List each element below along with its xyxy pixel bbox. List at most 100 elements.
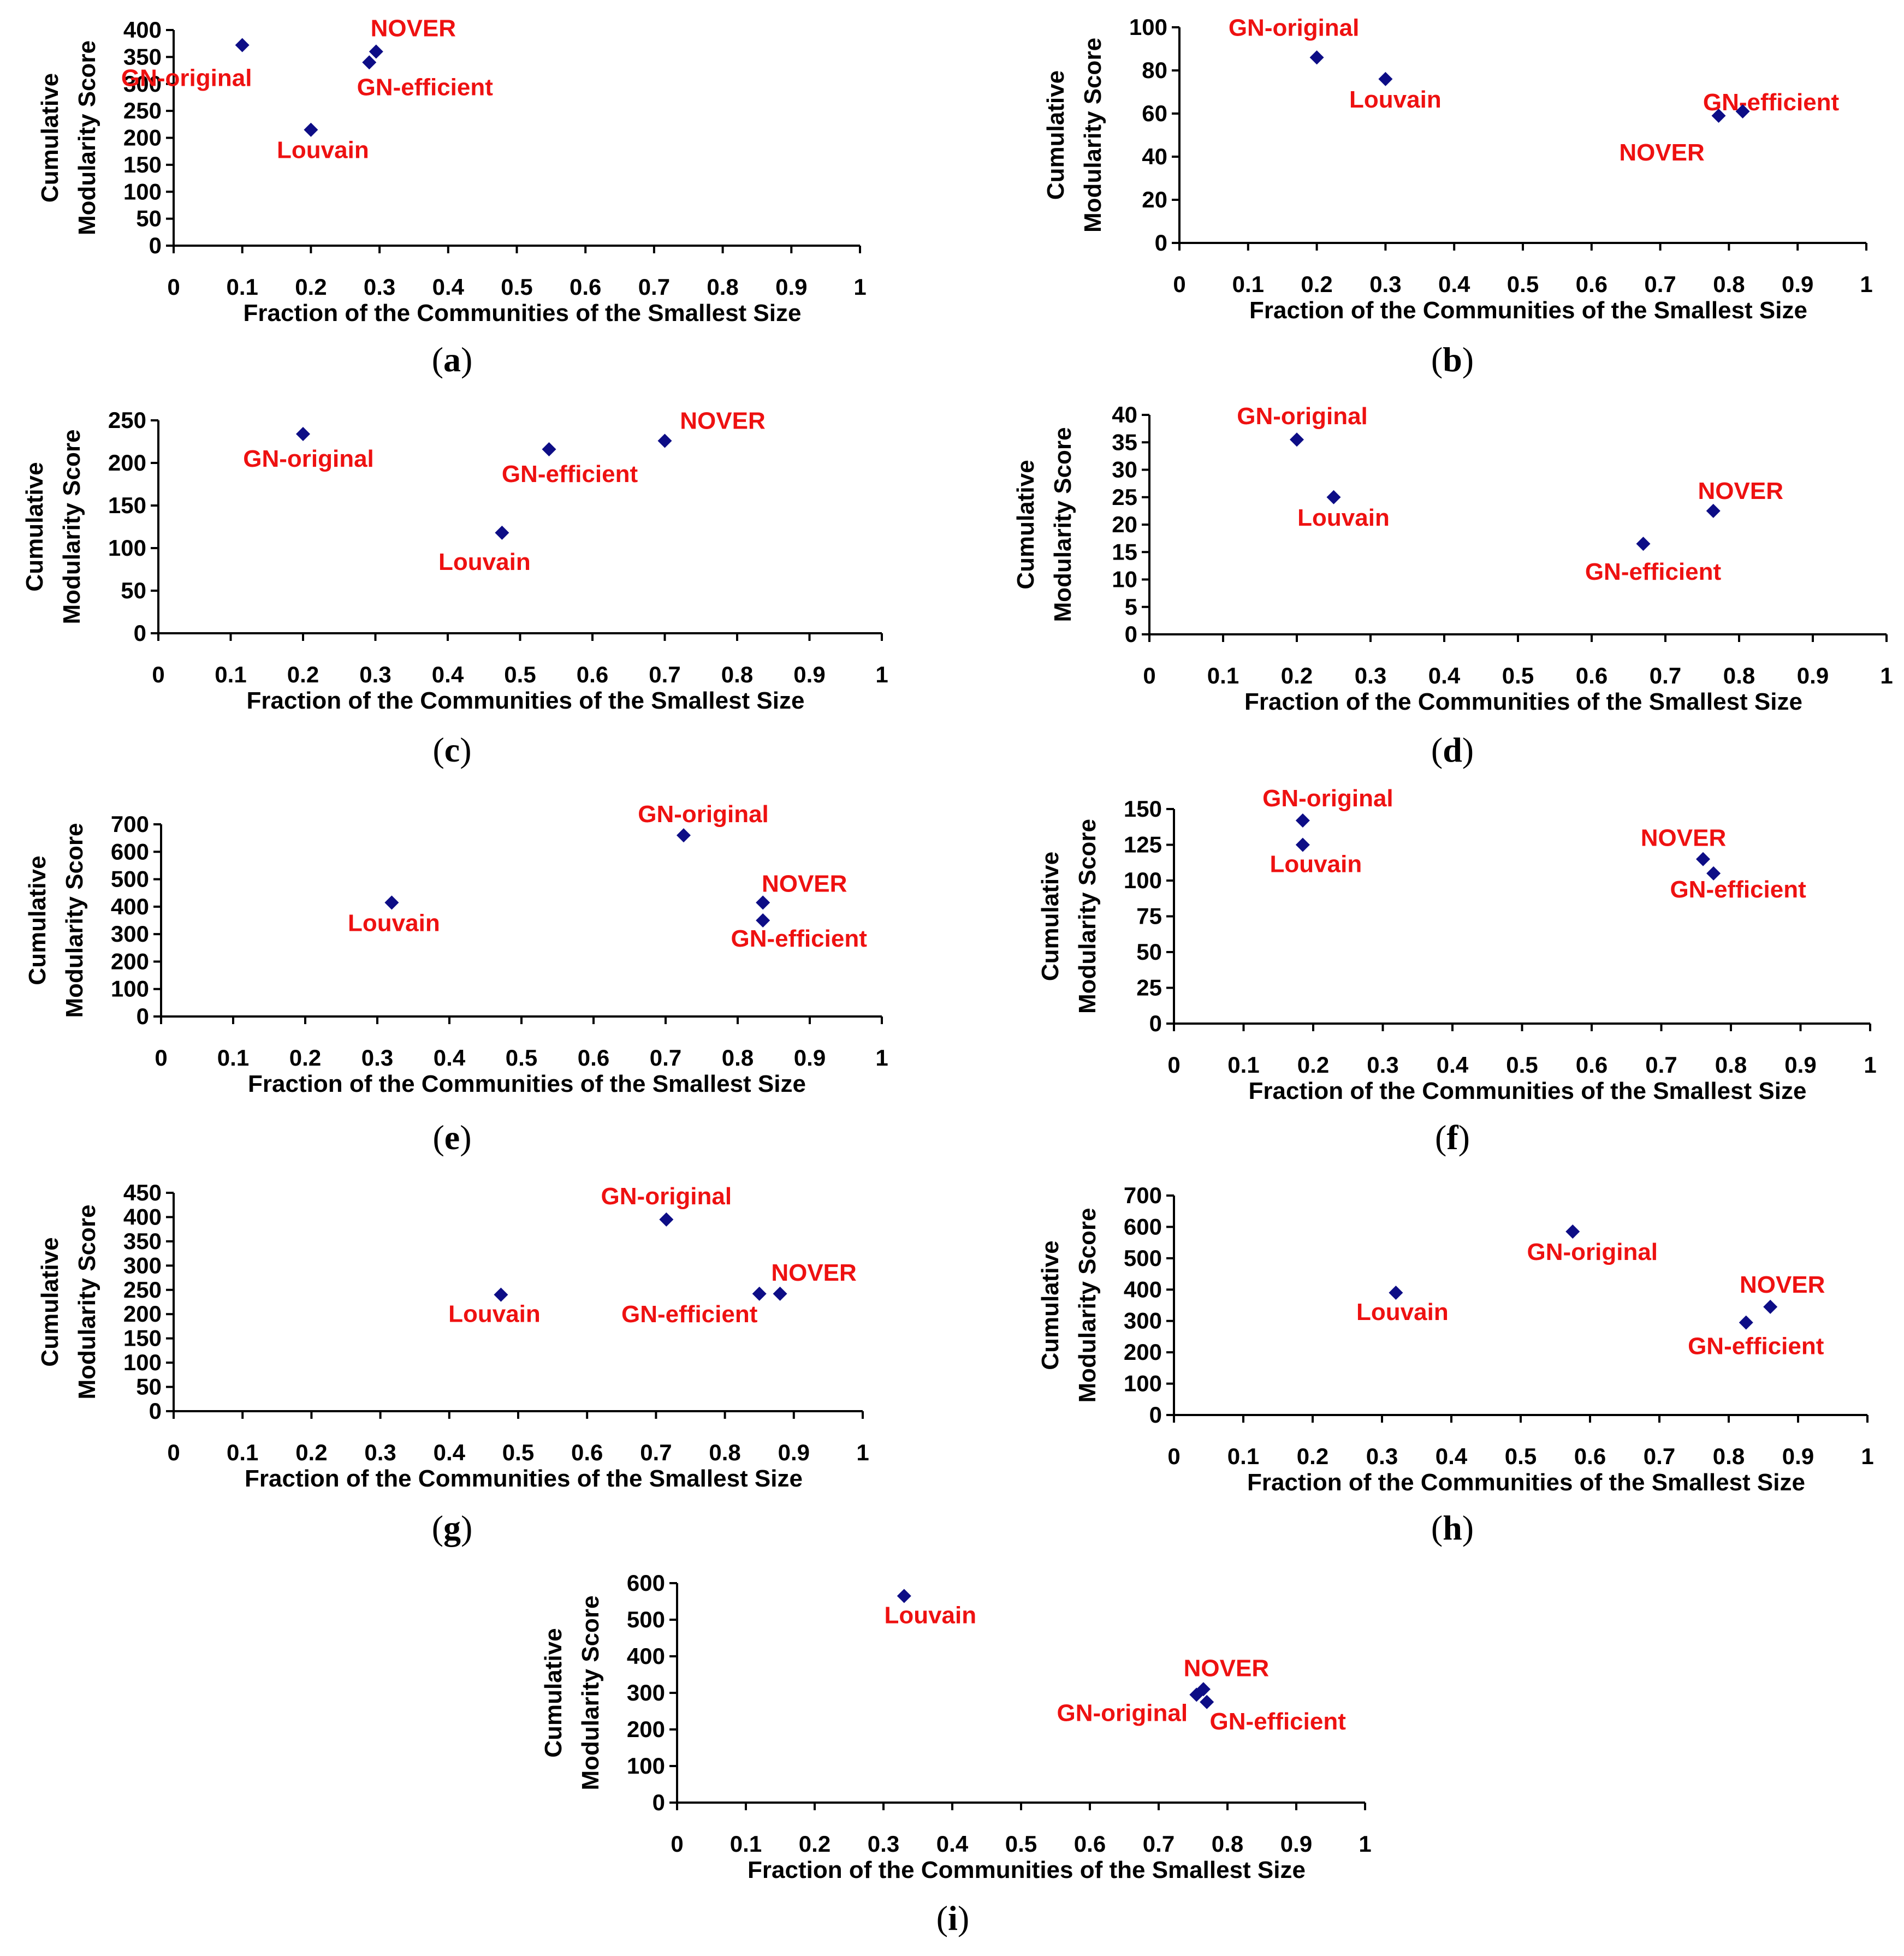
- point-label-gn-original: GN-original: [1237, 403, 1368, 430]
- x-tick-label: 0.2: [1281, 663, 1313, 688]
- point-label-gn-original: GN-original: [1527, 1239, 1658, 1265]
- x-tick-label: 0.1: [1207, 663, 1239, 688]
- y-tick-label: 50: [136, 1374, 162, 1400]
- y-tick-label: 500: [627, 1607, 665, 1632]
- y-tick-label: 150: [123, 1325, 162, 1351]
- data-point-gn-efficient: [1636, 537, 1651, 551]
- panel-caption: (g): [432, 1508, 473, 1547]
- x-tick-label: 0.7: [1645, 1052, 1677, 1078]
- x-tick-label: 1: [1860, 271, 1872, 297]
- y-tick-label: 50: [1136, 939, 1162, 965]
- y-tick-label: 5: [1125, 594, 1137, 620]
- y-tick-label: 100: [111, 976, 149, 1002]
- y-tick-label: 30: [1112, 457, 1137, 483]
- y-tick-label: 20: [1142, 187, 1167, 212]
- data-point-gn-efficient: [1711, 108, 1726, 123]
- x-tick-label: 0.5: [504, 662, 536, 687]
- point-label-nover: NOVER: [1740, 1271, 1825, 1298]
- data-point-gn-original: [1565, 1224, 1580, 1239]
- y-tick-label: 40: [1142, 144, 1167, 169]
- x-tick-label: 0.6: [578, 1045, 609, 1071]
- y-tick-label: 0: [1125, 621, 1137, 647]
- y-tick-label: 35: [1112, 429, 1137, 455]
- point-label-gn-efficient: GN-efficient: [502, 461, 638, 487]
- data-point-nover: [369, 44, 383, 59]
- point-label-gn-efficient: GN-efficient: [1703, 89, 1840, 116]
- y-tick-label: 25: [1136, 975, 1162, 1001]
- y-tick-label: 400: [111, 894, 149, 919]
- data-point-gn-original: [677, 828, 691, 843]
- x-axis-title: Fraction of the Communities of the Small…: [1249, 297, 1807, 324]
- data-point-gn-efficient: [542, 442, 556, 457]
- x-tick-label: 0.4: [434, 1440, 466, 1465]
- y-tick-label: 15: [1112, 539, 1137, 564]
- data-point-nover: [1735, 104, 1750, 119]
- y-tick-label: 400: [1124, 1276, 1162, 1302]
- y-tick-label: 250: [123, 1277, 162, 1303]
- x-tick-label: 0.3: [1367, 1052, 1398, 1078]
- y-axis-title-line1: Cumulative: [1037, 1240, 1064, 1370]
- point-label-gn-efficient: GN-efficient: [1210, 1708, 1347, 1735]
- data-point-louvain: [384, 895, 399, 910]
- y-axis-title-line1: Cumulative: [1042, 70, 1069, 200]
- x-tick-label: 0.4: [432, 274, 465, 300]
- y-tick-label: 200: [111, 948, 149, 974]
- point-label-gn-efficient: GN-efficient: [1585, 558, 1722, 585]
- x-tick-label: 0.1: [730, 1831, 762, 1857]
- x-tick-label: 0.8: [1212, 1831, 1243, 1857]
- x-axis-title: Fraction of the Communities of the Small…: [748, 1857, 1306, 1883]
- x-tick-label: 0.7: [1143, 1831, 1175, 1857]
- x-tick-label: 0.3: [1369, 271, 1401, 297]
- y-tick-label: 125: [1124, 832, 1162, 858]
- chart-panel-f: 0 25 50 75 100 125 150 0 0.1 0.2 0.3 0.4 0.5 0.6 0.7 0.…: [1037, 785, 1877, 1157]
- data-point-gn-efficient: [1200, 1695, 1214, 1709]
- data-point-gn-original: [1295, 813, 1310, 828]
- x-tick-label: 0.3: [359, 662, 391, 687]
- y-axis-title-line2: Modularity Score: [1074, 819, 1101, 1014]
- x-tick-label: 0.1: [215, 662, 246, 687]
- y-tick-label: 400: [123, 1204, 162, 1229]
- x-tick-label: 1: [853, 274, 866, 300]
- x-tick-label: 0.8: [1713, 271, 1745, 297]
- panel-caption: (c): [432, 730, 471, 769]
- x-tick-label: 1: [875, 662, 888, 687]
- panel-caption: (e): [432, 1118, 471, 1157]
- point-label-nover: NOVER: [771, 1259, 856, 1286]
- data-point-gn-original: [1309, 50, 1324, 65]
- x-tick-label: 0.5: [1502, 663, 1534, 688]
- x-axis-title: Fraction of the Communities of the Small…: [244, 300, 802, 326]
- point-label-louvain: Louvain: [1356, 1299, 1449, 1325]
- data-point-nover: [657, 433, 672, 448]
- panel-caption: (i): [936, 1899, 969, 1937]
- x-tick-label: 0.2: [287, 662, 319, 687]
- chart-panel-b: 0 20 40 60 80 100 0 0.1 0.2 0.3 0.4 0.5 0.6 0.7 0.8 0.9…: [1042, 14, 1873, 379]
- y-axis-title-line2: Modularity Score: [74, 40, 100, 235]
- point-label-nover: NOVER: [1184, 1655, 1269, 1681]
- x-tick-label: 0.2: [289, 1045, 321, 1071]
- data-point-gn-original: [296, 426, 310, 441]
- x-tick-label: 0.2: [1297, 1443, 1328, 1469]
- data-point-nover: [1706, 503, 1721, 518]
- x-tick-label: 0.7: [1650, 663, 1681, 688]
- x-tick-label: 0.3: [868, 1831, 899, 1857]
- y-tick-label: 0: [1149, 1402, 1162, 1428]
- data-point-nover: [1763, 1299, 1778, 1314]
- panel-caption: (b): [1431, 340, 1474, 379]
- y-tick-label: 300: [123, 1252, 162, 1278]
- y-tick-label: 50: [136, 206, 162, 231]
- x-tick-label: 0.3: [1366, 1443, 1398, 1469]
- x-tick-label: 0.2: [1297, 1052, 1329, 1078]
- y-axis-title-line2: Modularity Score: [61, 823, 88, 1018]
- y-tick-label: 400: [123, 17, 162, 43]
- x-tick-label: 0.7: [649, 662, 680, 687]
- x-tick-label: 0.5: [506, 1045, 537, 1071]
- point-label-gn-efficient: GN-efficient: [621, 1301, 758, 1328]
- y-axis-title-line1: Cumulative: [1012, 460, 1039, 589]
- y-axis-title-line2: Modularity Score: [1074, 1208, 1101, 1403]
- y-tick-label: 350: [123, 44, 162, 69]
- panel-caption: (h): [1431, 1508, 1474, 1547]
- panel-caption: (f): [1435, 1118, 1470, 1157]
- y-tick-label: 350: [123, 1228, 162, 1254]
